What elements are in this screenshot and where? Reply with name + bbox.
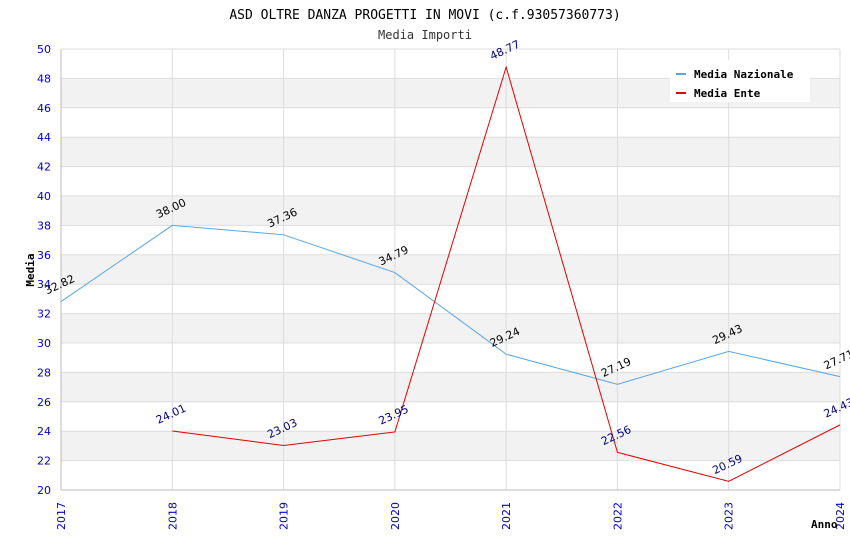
y-tick-label: 38	[37, 219, 51, 232]
data-label: 23.95	[377, 403, 411, 428]
series-line	[172, 65, 841, 482]
grid-band	[61, 137, 840, 167]
x-tick-label: 2021	[500, 502, 513, 530]
grid-bands	[61, 78, 840, 461]
legend: Media Nazionale Media Ente	[670, 60, 810, 102]
y-tick-label: 36	[37, 249, 51, 262]
x-axis-ticks: 2017 2018 2019 2020 2021 2022 2023 2024	[55, 502, 847, 530]
y-tick-label: 20	[37, 484, 51, 497]
grid-band	[61, 431, 840, 461]
y-tick-label: 26	[37, 396, 51, 409]
y-tick-label: 40	[37, 190, 51, 203]
legend-entry: Media Ente	[694, 87, 761, 100]
y-axis-ticks: 20 22 24 26 28 30 32 34 36 38 40 42 44 46 48 50	[37, 43, 51, 497]
data-label: 24.01	[154, 402, 188, 427]
x-tick-label: 2022	[611, 502, 624, 530]
y-axis-label: Media	[24, 253, 37, 286]
y-tick-label: 46	[37, 102, 51, 115]
x-tick-label: 2018	[166, 502, 179, 530]
y-tick-label: 34	[37, 278, 51, 291]
y-tick-label: 24	[37, 425, 51, 438]
x-tick-label: 2019	[278, 502, 291, 530]
y-tick-label: 22	[37, 455, 51, 468]
grid-band	[61, 372, 840, 402]
x-tick-label: 2020	[389, 502, 402, 530]
x-axis-label: Anno	[811, 518, 838, 531]
x-tick-label: 2023	[723, 502, 736, 530]
data-label: 27.71	[822, 347, 850, 372]
grid-band	[61, 313, 840, 343]
y-tick-label: 48	[37, 72, 51, 85]
y-tick-label: 42	[37, 161, 51, 174]
chart-title: ASD OLTRE DANZA PROGETTI IN MOVI (c.f.93…	[229, 8, 620, 23]
series-line	[60, 224, 841, 385]
y-tick-label: 44	[37, 131, 51, 144]
x-tick-label: 2024	[834, 502, 847, 530]
y-tick-label: 28	[37, 366, 51, 379]
legend-box	[670, 60, 810, 102]
data-label: 32.82	[43, 272, 77, 297]
grid-band	[61, 254, 840, 285]
y-tick-label: 30	[37, 337, 51, 350]
chart-subtitle: Media Importi	[378, 28, 472, 42]
data-label: 48.77	[488, 38, 522, 63]
grid-band	[61, 196, 840, 226]
y-tick-label: 50	[37, 43, 51, 56]
y-tick-label: 32	[37, 308, 51, 321]
x-tick-label: 2017	[55, 502, 68, 530]
legend-entry: Media Nazionale	[694, 68, 794, 81]
